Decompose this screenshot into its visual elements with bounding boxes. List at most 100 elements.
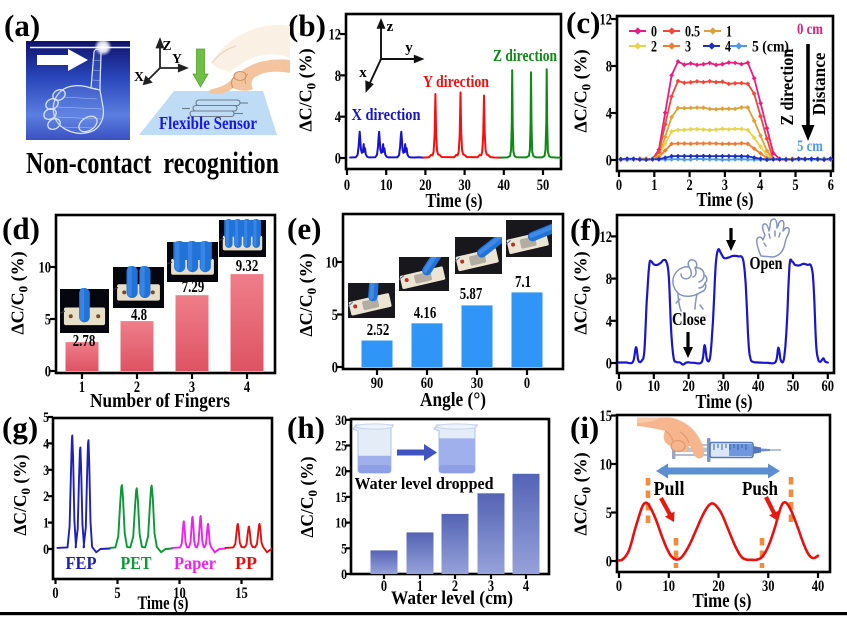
- svg-text:20: 20: [712, 578, 725, 595]
- svg-text:10: 10: [326, 255, 339, 272]
- svg-text:50: 50: [537, 177, 550, 194]
- svg-text:15: 15: [335, 490, 347, 506]
- svg-text:5 (cm): 5 (cm): [752, 39, 789, 56]
- svg-text:9.32: 9.32: [236, 256, 259, 275]
- svg-text:X: X: [134, 69, 144, 84]
- svg-text:0: 0: [344, 177, 350, 194]
- svg-text:4: 4: [725, 39, 731, 56]
- svg-text:2: 2: [651, 39, 657, 56]
- svg-text:Y direction: Y direction: [423, 72, 489, 91]
- svg-text:3: 3: [488, 578, 494, 595]
- svg-text:4: 4: [606, 106, 612, 123]
- svg-text:3: 3: [685, 39, 691, 56]
- svg-text:ΔC/C0 (%): ΔC/C0 (%): [296, 48, 319, 131]
- svg-text:z: z: [387, 19, 394, 35]
- svg-text:1: 1: [79, 379, 85, 396]
- svg-text:40: 40: [812, 578, 825, 595]
- svg-text:5 cm: 5 cm: [797, 138, 823, 155]
- svg-text:(d): (d): [2, 211, 40, 246]
- svg-text:4.8: 4.8: [131, 305, 147, 324]
- svg-text:4: 4: [43, 436, 49, 452]
- svg-text:Time (s): Time (s): [138, 593, 189, 614]
- svg-text:ΔC/C0 (%): ΔC/C0 (%): [297, 456, 320, 537]
- svg-text:3: 3: [189, 379, 195, 396]
- svg-text:1: 1: [43, 516, 49, 532]
- svg-text:0: 0: [45, 364, 51, 381]
- svg-text:Time (s): Time (s): [693, 590, 752, 612]
- svg-text:ΔC/C0 (%): ΔC/C0 (%): [296, 253, 319, 336]
- svg-text:8: 8: [335, 68, 341, 85]
- svg-text:30: 30: [717, 378, 730, 395]
- svg-text:10: 10: [648, 378, 661, 395]
- svg-text:60: 60: [421, 375, 434, 392]
- svg-text:(c): (c): [566, 5, 600, 40]
- svg-text:Non-contact recognition: Non-contact recognition: [26, 145, 279, 180]
- svg-text:5: 5: [45, 312, 51, 329]
- svg-text:10: 10: [380, 177, 393, 194]
- svg-text:12: 12: [600, 229, 613, 246]
- svg-text:7.29: 7.29: [182, 277, 205, 296]
- svg-text:Water level (cm): Water level (cm): [391, 588, 513, 609]
- svg-text:50: 50: [787, 378, 800, 395]
- svg-text:40: 40: [752, 378, 765, 395]
- svg-text:Z: Z: [162, 38, 171, 53]
- svg-text:1: 1: [417, 578, 423, 595]
- svg-text:4.16: 4.16: [414, 303, 437, 322]
- svg-text:4: 4: [523, 578, 529, 595]
- svg-text:5.87: 5.87: [460, 284, 483, 303]
- svg-text:20: 20: [419, 177, 432, 194]
- svg-text:Water level dropped: Water level dropped: [355, 474, 494, 493]
- svg-text:(i): (i): [570, 410, 599, 445]
- svg-text:4: 4: [335, 109, 341, 126]
- svg-text:X direction: X direction: [352, 105, 421, 124]
- svg-text:0 cm: 0 cm: [797, 21, 823, 38]
- svg-text:Push: Push: [742, 478, 778, 500]
- svg-text:90: 90: [371, 375, 384, 392]
- svg-text:0: 0: [52, 585, 58, 602]
- svg-text:25: 25: [335, 439, 347, 455]
- svg-text:PP: PP: [235, 553, 257, 573]
- svg-text:FEP: FEP: [66, 553, 97, 573]
- svg-text:10: 10: [173, 585, 186, 602]
- svg-text:3: 3: [43, 463, 49, 479]
- svg-text:2: 2: [43, 489, 49, 505]
- svg-text:0: 0: [341, 567, 347, 583]
- svg-text:10: 10: [335, 516, 347, 532]
- svg-text:0: 0: [332, 360, 338, 377]
- svg-text:5: 5: [43, 410, 49, 426]
- svg-text:40: 40: [498, 177, 511, 194]
- svg-text:(e): (e): [287, 211, 321, 246]
- svg-text:(a): (a): [4, 8, 40, 43]
- svg-text:Time (s): Time (s): [696, 391, 753, 413]
- svg-text:Time (s): Time (s): [697, 189, 754, 211]
- svg-text:Angle (°): Angle (°): [420, 389, 486, 411]
- svg-text:15: 15: [600, 408, 613, 425]
- svg-text:0: 0: [651, 24, 657, 41]
- svg-text:8: 8: [606, 271, 612, 288]
- svg-text:5: 5: [341, 541, 347, 557]
- svg-text:ΔC/C0 (%): ΔC/C0 (%): [10, 454, 33, 535]
- svg-text:0: 0: [606, 554, 612, 571]
- svg-text:Time (s): Time (s): [426, 190, 483, 212]
- svg-text:3: 3: [722, 177, 728, 194]
- svg-text:10: 10: [39, 260, 52, 277]
- svg-text:Paper: Paper: [174, 553, 216, 573]
- svg-text:30: 30: [335, 413, 347, 429]
- svg-text:(g): (g): [2, 410, 38, 445]
- svg-text:7.1: 7.1: [515, 272, 531, 291]
- svg-text:Y: Y: [172, 51, 182, 66]
- svg-text:y: y: [405, 40, 413, 56]
- svg-text:12: 12: [600, 12, 613, 29]
- svg-text:0: 0: [616, 578, 622, 595]
- svg-text:(f): (f): [570, 212, 601, 247]
- svg-text:4: 4: [606, 313, 612, 330]
- svg-text:5: 5: [114, 585, 120, 602]
- svg-text:Pull: Pull: [654, 478, 685, 500]
- svg-text:PET: PET: [121, 553, 152, 573]
- svg-text:1: 1: [726, 24, 732, 41]
- svg-text:10: 10: [600, 457, 613, 474]
- svg-text:ΔC/C0 (%): ΔC/C0 (%): [571, 452, 594, 535]
- svg-text:Distance: Distance: [810, 52, 829, 115]
- svg-text:5: 5: [606, 505, 612, 522]
- svg-text:12: 12: [329, 27, 342, 44]
